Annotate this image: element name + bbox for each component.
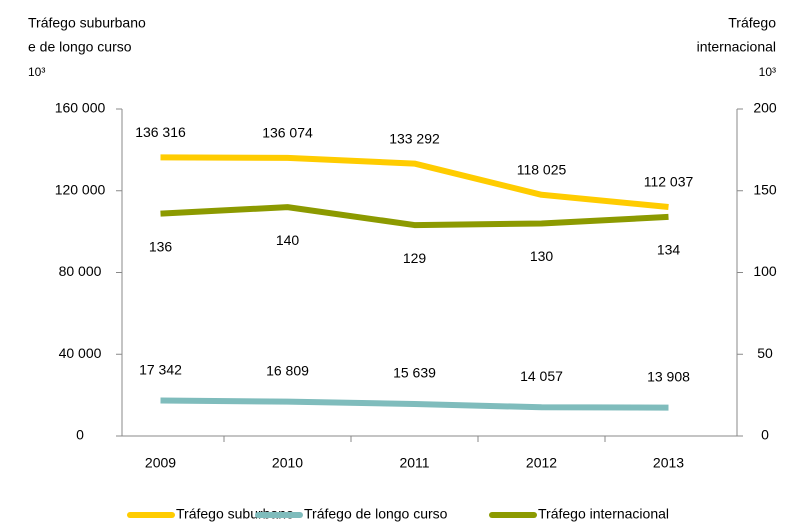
data-label: 118 025	[517, 161, 567, 177]
y-axis-title: Tráfego suburbano	[28, 15, 146, 31]
x-tick-label: 2011	[399, 455, 429, 471]
data-label: 13 908	[647, 368, 690, 384]
x-tick-label: 2012	[526, 455, 557, 471]
y-tick-label: 80 000	[59, 263, 102, 279]
data-label: 134	[657, 242, 681, 258]
y-tick-label: 160 000	[55, 100, 106, 116]
y2-unit: 10³	[759, 65, 776, 79]
data-label: 136 316	[135, 124, 186, 140]
series-line	[160, 154, 669, 211]
y2-tick-label: 200	[753, 100, 777, 116]
legend-label: Tráfego internacional	[538, 506, 669, 522]
y-unit: 10³	[28, 65, 45, 79]
data-label: 129	[403, 250, 427, 266]
data-label: 17 342	[139, 361, 182, 377]
data-label: 14 057	[520, 368, 563, 384]
data-label: 133 292	[389, 130, 440, 146]
y2-tick-label: 0	[761, 427, 769, 443]
data-label: 130	[530, 248, 554, 264]
series-line	[160, 204, 669, 229]
y2-tick-label: 150	[753, 181, 777, 197]
y2-tick-label: 50	[757, 345, 773, 361]
x-tick-label: 2009	[145, 455, 176, 471]
data-label: 136	[149, 238, 173, 254]
series-line	[160, 397, 669, 411]
data-label: 16 809	[266, 362, 309, 378]
data-label: 136 074	[262, 125, 313, 141]
legend-label: Tráfego de longo curso	[304, 506, 448, 522]
y2-axis-title: Tráfego	[728, 15, 776, 31]
data-label: 112 037	[644, 174, 694, 190]
y2-axis-title: internacional	[697, 39, 776, 55]
data-label: 15 639	[393, 365, 436, 381]
x-tick-label: 2010	[272, 455, 303, 471]
y-tick-label: 120 000	[55, 181, 106, 197]
x-tick-label: 2013	[653, 455, 684, 471]
y-tick-label: 40 000	[59, 345, 102, 361]
y-axis-title: e de longo curso	[28, 39, 132, 55]
data-label: 140	[276, 232, 300, 248]
y2-tick-label: 100	[753, 263, 777, 279]
y-tick-label: 0	[76, 427, 84, 443]
